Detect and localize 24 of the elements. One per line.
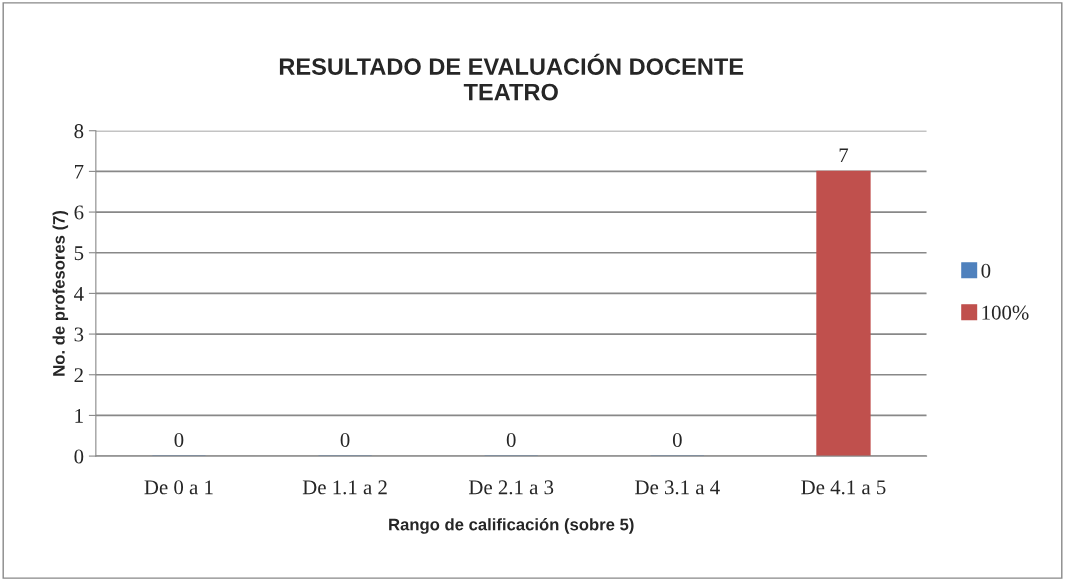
x-tick-label: De 1.1 a 2 (302, 480, 387, 495)
data-label: 0 (506, 432, 516, 447)
data-label: 0 (672, 432, 682, 447)
y-tick-label: 7 (75, 164, 84, 179)
data-label: 7 (839, 148, 849, 163)
chart-title: RESULTADO DE EVALUACIÓN DOCENTE TEATRO (279, 53, 744, 101)
x-axis-title: Rango de calificación (sobre 5) (389, 518, 634, 534)
y-tick-label: 5 (74, 246, 84, 261)
data-label: 0 (340, 432, 350, 447)
y-tick-label: 4 (74, 286, 84, 301)
y-tick-label: 1 (75, 408, 83, 423)
legend-label: 0 (981, 263, 991, 278)
x-tick-label: De 3.1 a 4 (635, 480, 720, 495)
legend-label: 100% (982, 305, 1029, 320)
y-tick-label: 3 (74, 327, 84, 342)
x-tick-label: De 4.1 a 5 (801, 480, 886, 495)
y-tick-label: 2 (74, 368, 83, 382)
x-tick-label: De 2.1 a 3 (468, 480, 554, 495)
y-tick-label: 8 (74, 124, 84, 139)
x-tick-label: De 0 a 1 (144, 480, 213, 495)
data-label: 0 (174, 432, 184, 447)
y-tick-label: 0 (74, 449, 84, 464)
y-tick-label: 6 (74, 205, 84, 220)
y-axis-title: No. de profesores (7) (52, 210, 69, 376)
